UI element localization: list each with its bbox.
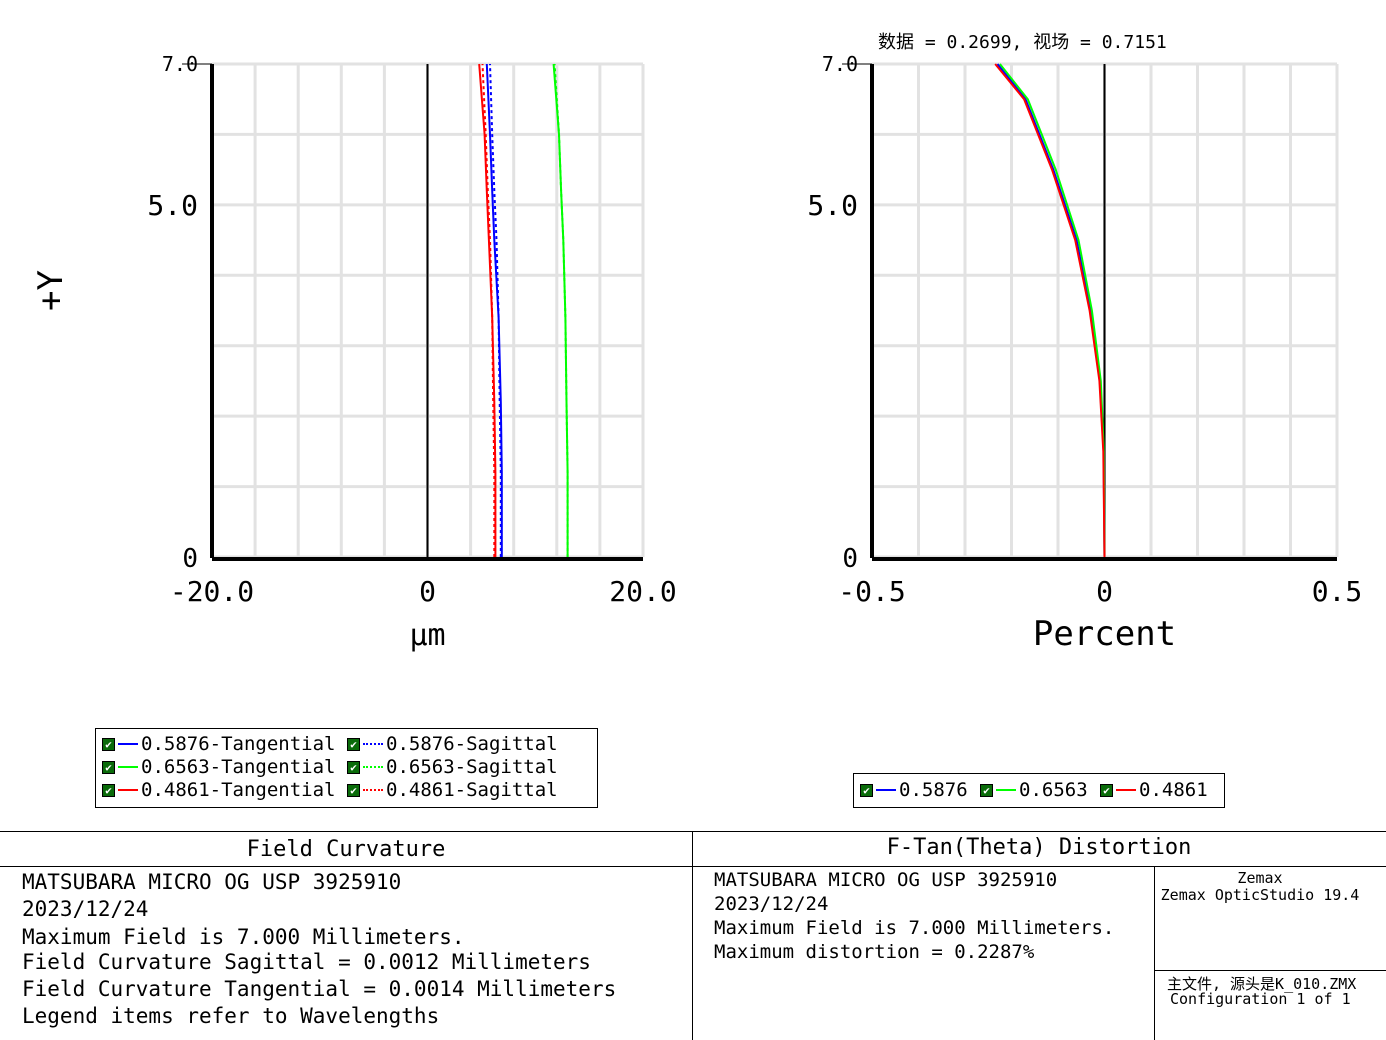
- x-tick-label: -20.0: [170, 575, 254, 608]
- series-line-0.5876-tangential: [485, 63, 503, 557]
- legend-label: 0.6563-Sagittal: [386, 756, 558, 778]
- legend-swatch: [363, 743, 383, 745]
- legend-label: 0.4861-Tangential: [141, 779, 336, 801]
- x-axis-label: Percent: [1033, 614, 1176, 654]
- vendor-product: Zemax OpticStudio 19.4: [1160, 886, 1360, 904]
- legend-label: 0.6563-Tangential: [141, 756, 336, 778]
- vendor-company: Zemax: [1237, 869, 1283, 887]
- legend-swatch: [118, 743, 138, 745]
- legend-item: ✔ 0.6563-Tangential: [102, 756, 335, 778]
- info-line: 2023/12/24: [22, 897, 149, 921]
- y-tick-label: 5.0: [807, 189, 858, 222]
- legend-label: 0.5876-Sagittal: [386, 733, 558, 755]
- x-tick-label: 0: [419, 575, 436, 608]
- legend-item: ✔ 0.4861: [1100, 779, 1208, 801]
- top-note: 数据 = 0.2699, 视场 = 0.7151: [878, 32, 1167, 53]
- checkbox-icon[interactable]: ✔: [347, 783, 360, 797]
- info-line: Maximum distortion = 0.2287%: [714, 941, 1035, 963]
- legend-item: ✔ 0.4861-Tangential: [102, 779, 335, 801]
- info-line: MATSUBARA MICRO OG USP 3925910: [22, 870, 402, 894]
- series-line-0.6563-sagittal: [553, 63, 569, 557]
- legend-label: 0.6563: [1019, 779, 1088, 801]
- chart-canvas: -20.0 0 20.005.07.0μm+Y -0.5 0 0.505.07.0Per…: [31, 52, 1362, 654]
- series-line-0.5876: [996, 63, 1106, 558]
- x-tick-label: 0.5: [1312, 575, 1363, 608]
- series-line-0.4861: [994, 63, 1106, 558]
- info-line: Field Curvature Sagittal = 0.0012 Millim…: [22, 950, 591, 974]
- legend-item: ✔ 0.4861-Sagittal: [347, 779, 558, 801]
- x-tick-label: 0: [1096, 575, 1113, 608]
- legend-swatch: [876, 789, 896, 791]
- legend-swatch: [363, 789, 383, 791]
- y-tick-label: 5.0: [147, 189, 198, 222]
- legend-swatch: [363, 766, 383, 768]
- checkbox-icon[interactable]: ✔: [102, 783, 115, 797]
- y-tick-label: 7.0: [822, 52, 858, 76]
- checkbox-icon[interactable]: ✔: [1100, 783, 1113, 797]
- vendor-file: 主文件, 源头是K_010.ZMX: [1167, 975, 1357, 993]
- info-left-title: Field Curvature: [246, 837, 446, 862]
- legend-distortion: ✔ 0.5876 ✔ 0.6563 ✔ 0.4861: [853, 773, 1225, 808]
- field-curvature-chart: -20.0 0 20.005.07.0μm+Y: [31, 52, 677, 653]
- info-line: Field Curvature Tangential = 0.0014 Mill…: [22, 977, 617, 1001]
- x-tick-label: 20.0: [609, 575, 676, 608]
- legend-swatch: [996, 789, 1016, 791]
- info-line: MATSUBARA MICRO OG USP 3925910: [714, 869, 1058, 891]
- x-axis-label: μm: [409, 618, 445, 653]
- legend-label: 0.4861: [1139, 779, 1208, 801]
- y-tick-label: 0: [842, 544, 858, 574]
- legend-item: ✔ 0.5876: [860, 779, 968, 801]
- vendor-config: Configuration 1 of 1: [1170, 990, 1351, 1008]
- info-line: Maximum Field is 7.000 Millimeters.: [22, 925, 465, 949]
- legend-field-curvature: ✔ 0.5876-Tangential ✔ 0.5876-Sagittal ✔ 0.656…: [95, 728, 598, 808]
- checkbox-icon[interactable]: ✔: [980, 783, 993, 797]
- info-panel: Field Curvature F-Tan(Theta) Distortion …: [0, 831, 1386, 1040]
- info-line: 2023/12/24: [714, 893, 829, 915]
- info-line: Maximum Field is 7.000 Millimeters.: [714, 917, 1115, 939]
- legend-label: 0.4861-Sagittal: [386, 779, 558, 801]
- checkbox-icon[interactable]: ✔: [860, 783, 873, 797]
- legend-item: ✔ 0.6563-Sagittal: [347, 756, 558, 778]
- legend-swatch: [1116, 789, 1136, 791]
- legend-label: 0.5876: [899, 779, 968, 801]
- checkbox-icon[interactable]: ✔: [102, 760, 115, 774]
- checkbox-icon[interactable]: ✔: [347, 760, 360, 774]
- legend-label: 0.5876-Tangential: [141, 733, 336, 755]
- x-tick-label: -0.5: [838, 575, 905, 608]
- series-line-0.5876-sagittal: [489, 63, 502, 557]
- info-right-title: F-Tan(Theta) Distortion: [886, 835, 1192, 860]
- legend-swatch: [118, 766, 138, 768]
- legend-item: ✔ 0.5876-Sagittal: [347, 733, 558, 755]
- checkbox-icon[interactable]: ✔: [347, 737, 360, 751]
- y-tick-label: 0: [182, 544, 198, 574]
- y-tick-label: 7.0: [162, 52, 198, 76]
- legend-item: ✔ 0.6563: [980, 779, 1088, 801]
- legend-item: ✔ 0.5876-Tangential: [102, 733, 335, 755]
- info-line: Legend items refer to Wavelengths: [22, 1004, 440, 1028]
- y-axis-label: +Y: [31, 270, 71, 311]
- legend-swatch: [118, 789, 138, 791]
- series-line-0.4861-sagittal: [481, 63, 496, 557]
- checkbox-icon[interactable]: ✔: [102, 737, 115, 751]
